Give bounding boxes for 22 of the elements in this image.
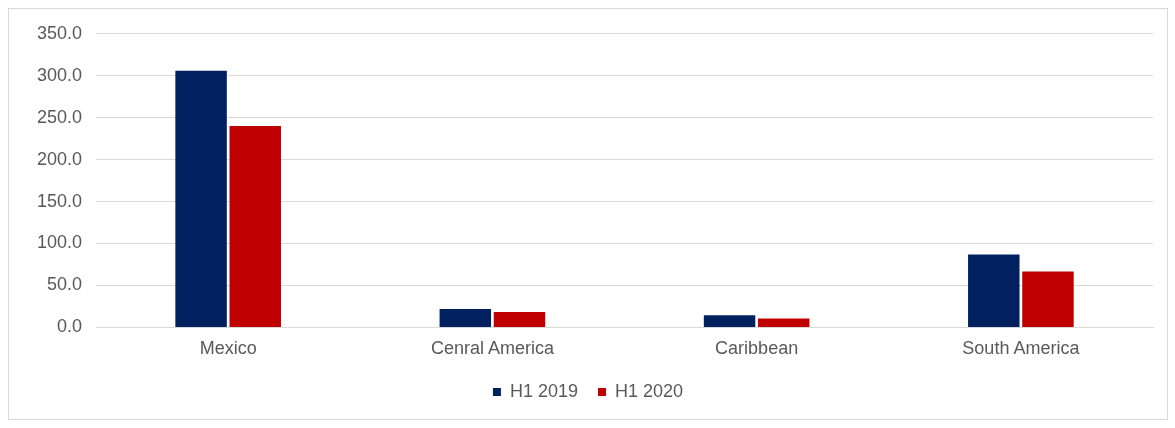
bar [439, 308, 492, 327]
bar [703, 315, 756, 327]
y-tick-label: 300.0 [37, 64, 83, 85]
bar [229, 126, 281, 327]
bar [493, 312, 546, 327]
x-tick-label: Mexico [199, 338, 257, 359]
legend-label: H1 2019 [509, 380, 579, 401]
y-tick-label: 200.0 [37, 148, 83, 169]
bar [758, 318, 810, 327]
y-tick-label: 100.0 [37, 232, 83, 253]
legend-label: H1 2020 [615, 380, 684, 401]
y-tick-label: 350.0 [37, 22, 83, 43]
y-tick-label: 0.0 [57, 316, 83, 337]
x-tick-label: Caribbean [715, 338, 799, 359]
y-tick-label: 150.0 [37, 190, 83, 211]
y-tick-label: 250.0 [37, 106, 83, 127]
bar [175, 70, 227, 327]
y-tick-label: 50.0 [47, 274, 83, 295]
bar [1022, 271, 1074, 327]
x-tick-label: Cenral America [430, 338, 555, 359]
bar [968, 254, 1020, 327]
x-tick-label: South America [962, 338, 1081, 359]
